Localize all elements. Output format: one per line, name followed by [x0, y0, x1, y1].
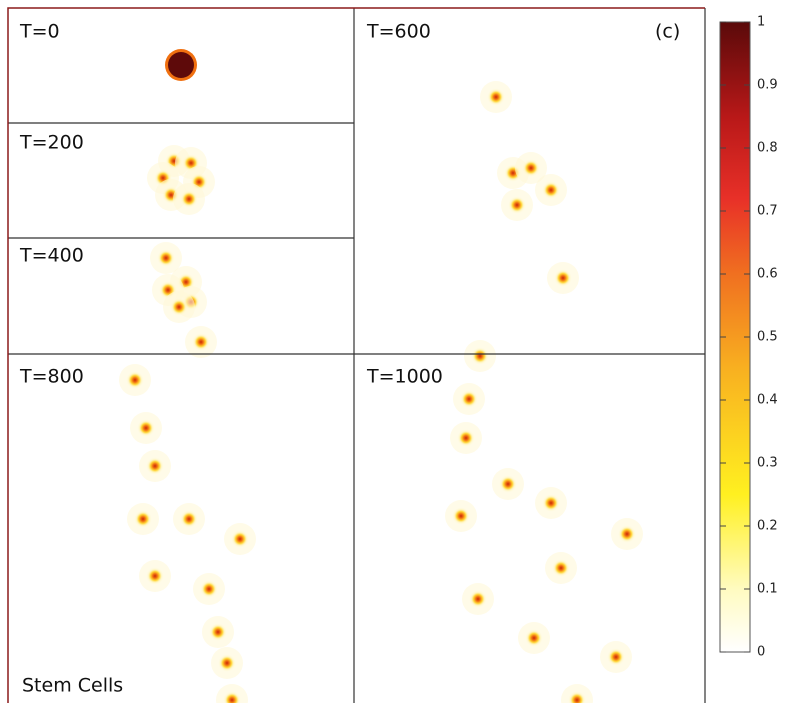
colorbar-tick-label: 1 — [757, 15, 765, 30]
cell — [200, 580, 218, 598]
frame — [7, 7, 705, 703]
panel-label: T=800 — [19, 366, 84, 388]
colorbar-tick-label: 0.7 — [757, 204, 778, 219]
cell — [508, 196, 526, 214]
caption: Stem Cells — [22, 675, 123, 697]
cell — [499, 475, 517, 493]
cell — [137, 419, 155, 437]
colorbar-tick-label: 0.2 — [757, 519, 778, 534]
cell — [170, 298, 188, 316]
cell — [180, 190, 198, 208]
cell — [457, 429, 475, 447]
cell — [607, 648, 625, 666]
panel-label: T=200 — [19, 132, 84, 154]
panel-label: T=400 — [19, 245, 84, 267]
cells — [119, 81, 643, 707]
cell — [460, 390, 478, 408]
colorbar-tick-label: 0.4 — [757, 393, 778, 408]
cell — [180, 510, 198, 528]
cell — [146, 567, 164, 585]
colorbar-tick-label: 0 — [757, 645, 765, 660]
cell — [134, 510, 152, 528]
panel-tag: (c) — [655, 21, 680, 43]
panel-label: T=600 — [366, 21, 431, 43]
cell — [231, 530, 249, 548]
colorbar-tick-label: 0.5 — [757, 330, 778, 345]
cell — [552, 559, 570, 577]
cell — [522, 159, 540, 177]
cell — [471, 347, 489, 365]
cell — [146, 457, 164, 475]
cell — [218, 654, 236, 672]
cell — [618, 525, 636, 543]
initial-cluster — [168, 52, 194, 78]
cell — [487, 88, 505, 106]
panel-label: T=0 — [19, 21, 60, 43]
panel-borders — [8, 8, 706, 703]
cell — [126, 371, 144, 389]
cell — [157, 249, 175, 267]
cell — [192, 333, 210, 351]
cell — [554, 269, 572, 287]
cell — [469, 590, 487, 608]
colorbar-tick-label: 0.1 — [757, 582, 778, 597]
colorbar-tick-label: 0.6 — [757, 267, 778, 282]
colorbar-tick-label: 0.9 — [757, 78, 778, 93]
panel-label: T=1000 — [366, 366, 443, 388]
cell — [452, 507, 470, 525]
colorbar-ticks: 0 0.1 0.2 0.3 0.4 0.5 0.6 0.7 0.8 0.9 1 — [720, 15, 778, 660]
cell — [209, 623, 227, 641]
colorbar-tick-label: 0.3 — [757, 456, 778, 471]
cell — [542, 494, 560, 512]
colorbar-tick-label: 0.8 — [757, 141, 778, 156]
cell — [542, 181, 560, 199]
cell — [525, 629, 543, 647]
